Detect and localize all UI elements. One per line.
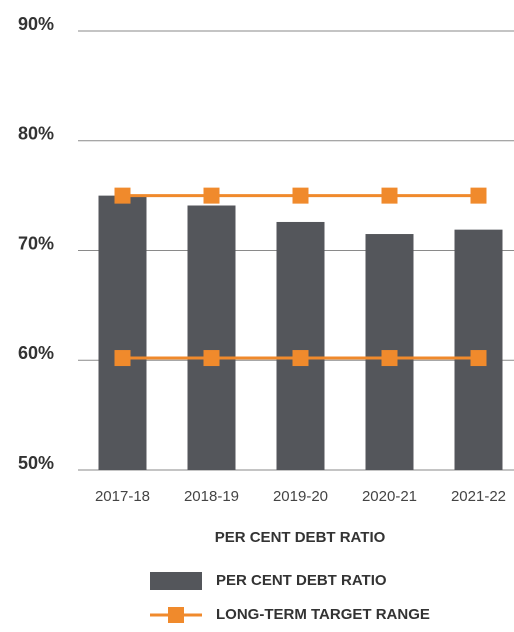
x-tick-label: 2019-20 bbox=[273, 488, 328, 505]
legend-swatch bbox=[168, 607, 184, 623]
y-tick-label: 70% bbox=[18, 233, 54, 253]
target-marker bbox=[470, 350, 487, 367]
target-marker bbox=[203, 187, 220, 204]
target-marker bbox=[292, 350, 309, 367]
x-tick-label: 2018-19 bbox=[184, 488, 239, 505]
target-marker bbox=[381, 187, 398, 204]
x-tick-label: 2020-21 bbox=[362, 488, 417, 505]
x-tick-label: 2017-18 bbox=[95, 488, 150, 505]
target-marker bbox=[381, 350, 398, 367]
bar bbox=[276, 221, 325, 470]
y-tick-label: 60% bbox=[18, 343, 54, 363]
legend-label: PER CENT DEBT RATIO bbox=[216, 572, 387, 589]
y-tick-label: 90% bbox=[18, 14, 54, 34]
target-marker bbox=[114, 187, 131, 204]
y-tick-label: 50% bbox=[18, 453, 54, 473]
legend-swatch bbox=[150, 572, 202, 590]
bar bbox=[98, 195, 147, 470]
x-axis-label: PER CENT DEBT RATIO bbox=[215, 529, 386, 546]
legend-label: LONG-TERM TARGET RANGE bbox=[216, 606, 430, 623]
y-tick-label: 80% bbox=[18, 124, 54, 144]
target-marker bbox=[114, 350, 131, 367]
target-marker bbox=[203, 350, 220, 367]
x-tick-label: 2021-22 bbox=[451, 488, 506, 505]
bar bbox=[454, 229, 503, 470]
bar bbox=[187, 205, 236, 470]
target-marker bbox=[470, 187, 487, 204]
target-marker bbox=[292, 187, 309, 204]
